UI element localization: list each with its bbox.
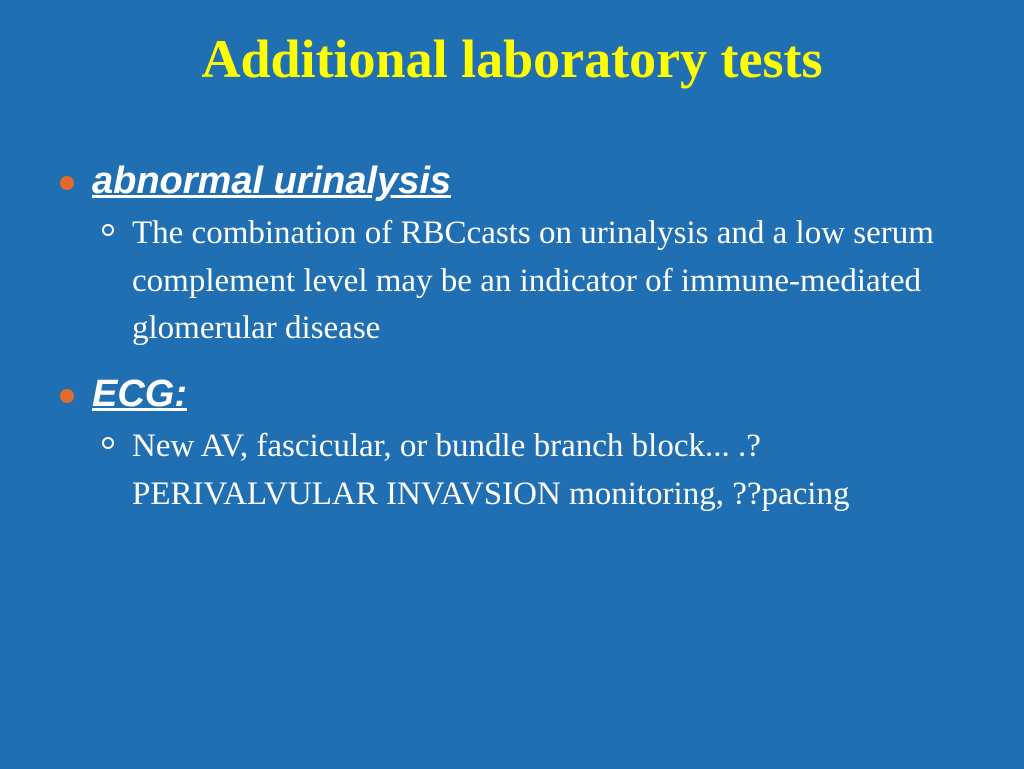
bullet-filled-icon	[60, 176, 74, 190]
bullet-filled-icon	[60, 389, 74, 403]
list-subitem: New AV, fascicular, or bundle branch blo…	[102, 423, 974, 519]
list-item: ECG:	[60, 373, 974, 417]
item-heading: abnormal urinalysis	[92, 160, 451, 204]
item-heading: ECG:	[92, 373, 187, 417]
subitem-text: New AV, fascicular, or bundle branch blo…	[132, 423, 972, 519]
slide-title: Additional laboratory tests	[50, 28, 974, 90]
slide-body: abnormal urinalysis The combination of R…	[50, 160, 974, 519]
bullet-hollow-icon	[102, 224, 114, 236]
bullet-hollow-icon	[102, 437, 114, 449]
list-subitem: The combination of RBCcasts on urinalysi…	[102, 210, 974, 354]
list-item: abnormal urinalysis	[60, 160, 974, 204]
subitem-text: The combination of RBCcasts on urinalysi…	[132, 210, 972, 354]
